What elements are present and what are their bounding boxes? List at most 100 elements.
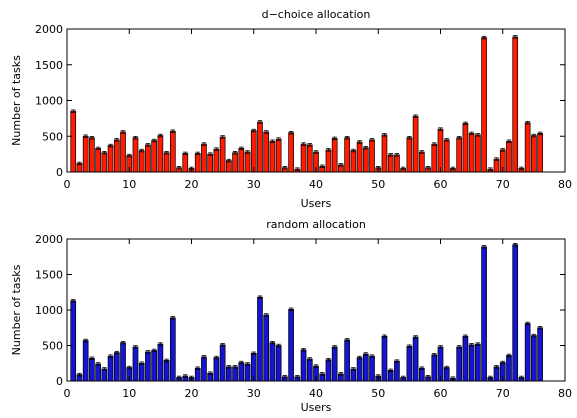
bar xyxy=(394,360,400,382)
bar xyxy=(524,323,531,382)
x-tick-label: 70 xyxy=(496,178,510,191)
bar xyxy=(157,135,164,173)
bar xyxy=(381,335,388,382)
bar xyxy=(95,148,101,173)
bar xyxy=(70,110,77,173)
bar xyxy=(163,360,170,382)
bar xyxy=(207,153,214,173)
bar xyxy=(70,300,77,382)
bar xyxy=(306,144,313,173)
bar xyxy=(369,139,375,173)
bar xyxy=(493,158,500,173)
bar xyxy=(506,140,512,173)
bar xyxy=(481,37,487,173)
bar xyxy=(275,345,282,382)
x-tick-label: 40 xyxy=(309,387,323,400)
bar xyxy=(238,148,245,173)
bar xyxy=(194,367,201,382)
bar xyxy=(113,352,120,382)
bar xyxy=(169,317,176,382)
bar xyxy=(213,148,220,173)
x-tick-label: 50 xyxy=(371,178,385,191)
bar xyxy=(531,335,537,382)
x-tick-label: 20 xyxy=(185,387,199,400)
bar xyxy=(226,160,232,173)
bar xyxy=(344,339,350,382)
bar xyxy=(443,139,450,173)
bar xyxy=(113,139,120,173)
bar xyxy=(331,346,338,382)
bar xyxy=(107,145,114,173)
bar xyxy=(201,356,207,382)
bar xyxy=(344,137,350,173)
bar xyxy=(406,345,413,382)
bar xyxy=(437,128,444,173)
bar xyxy=(418,151,425,173)
x-tick-label: 40 xyxy=(309,178,323,191)
y-axis-label: Number of tasks xyxy=(10,55,23,146)
chart-title: random allocation xyxy=(266,218,366,231)
bar xyxy=(120,131,126,173)
bar xyxy=(512,36,519,173)
bar xyxy=(356,357,363,382)
y-tick-label: 0 xyxy=(56,375,63,388)
x-tick-label: 60 xyxy=(434,178,448,191)
y-tick-label: 1000 xyxy=(35,95,63,108)
bar xyxy=(226,366,232,382)
bar xyxy=(456,137,463,173)
x-tick-label: 0 xyxy=(64,387,71,400)
x-tick-label: 50 xyxy=(371,387,385,400)
bar xyxy=(132,137,139,173)
bar xyxy=(437,346,444,382)
bar xyxy=(219,136,226,173)
bar xyxy=(468,133,475,173)
bar xyxy=(325,149,332,173)
x-axis-label: Users xyxy=(301,197,332,210)
bar xyxy=(89,357,95,382)
bar xyxy=(394,154,400,173)
bar xyxy=(481,246,487,382)
bar xyxy=(288,308,294,382)
bar xyxy=(493,366,500,382)
y-tick-label: 500 xyxy=(42,340,63,353)
bar xyxy=(475,343,481,382)
bar xyxy=(406,137,413,173)
bar xyxy=(362,353,369,382)
x-tick-label: 30 xyxy=(247,387,261,400)
bar xyxy=(537,327,543,382)
bar xyxy=(456,346,463,382)
bar xyxy=(387,154,394,173)
x-tick-label: 70 xyxy=(496,387,510,400)
bar xyxy=(369,355,375,382)
bar xyxy=(120,342,126,382)
bar xyxy=(350,150,357,173)
bar xyxy=(269,342,276,382)
bar xyxy=(537,133,543,173)
bar xyxy=(95,363,101,382)
y-tick-label: 1000 xyxy=(35,304,63,317)
bar xyxy=(151,350,157,382)
bar xyxy=(431,143,438,173)
bar xyxy=(244,363,251,382)
bar xyxy=(257,121,263,173)
x-tick-label: 80 xyxy=(558,387,572,400)
bar xyxy=(381,134,388,173)
bar xyxy=(169,130,176,173)
bar xyxy=(325,359,332,382)
bar xyxy=(300,143,307,173)
bar xyxy=(163,152,170,173)
bar xyxy=(362,147,369,173)
x-tick-label: 10 xyxy=(122,178,136,191)
bar xyxy=(475,134,481,173)
chart-d-choice-allocation: d−choice allocation 0 10 20 30 40 50 60 70 80 0 500… xyxy=(10,8,572,210)
y-tick-label: 500 xyxy=(42,130,63,143)
bar xyxy=(232,152,238,173)
bar xyxy=(213,357,220,382)
y-axis-label: Number of tasks xyxy=(10,264,23,355)
bar xyxy=(151,140,157,173)
bar xyxy=(263,131,270,173)
bar xyxy=(431,354,438,382)
bar xyxy=(250,130,257,173)
bar xyxy=(145,144,151,173)
